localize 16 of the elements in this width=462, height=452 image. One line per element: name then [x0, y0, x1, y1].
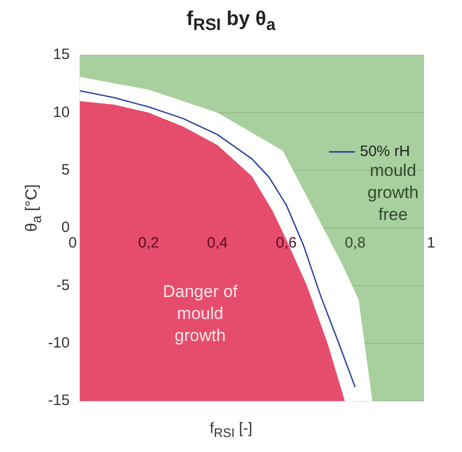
y-tick-label: -10 — [48, 334, 70, 352]
y-tick-label: 5 — [61, 161, 70, 178]
y-tick-label: -15 — [48, 392, 70, 410]
legend-label: 50% rH — [360, 143, 410, 160]
annotation: Danger of mould growth — [162, 282, 238, 346]
x-tick-label: 0,2 — [138, 234, 159, 252]
y-tick-label: 10 — [52, 104, 70, 121]
x-axis-title: f$_{RSI}$ [-] — [208, 420, 254, 440]
y-tick-label: 15 — [52, 46, 70, 64]
x-tick-label: 1 — [426, 234, 436, 252]
x-tick-label: 0,4 — [206, 234, 228, 252]
annotation: mould growth free — [367, 161, 419, 224]
y-tick-label: -5 — [56, 276, 70, 294]
x-tick-label: 0,8 — [344, 234, 366, 252]
y-tick-label: 0 — [61, 219, 70, 236]
chart-title: f$_{RSI}$ by θ$_{a}$ — [186, 8, 277, 35]
